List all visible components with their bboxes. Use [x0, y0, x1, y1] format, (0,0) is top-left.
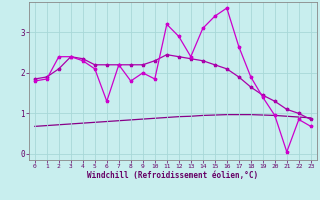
- X-axis label: Windchill (Refroidissement éolien,°C): Windchill (Refroidissement éolien,°C): [87, 171, 258, 180]
